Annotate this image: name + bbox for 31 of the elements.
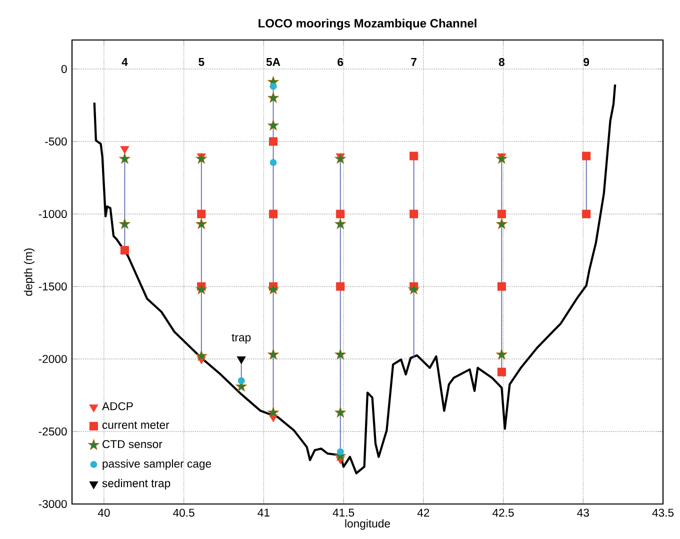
y-tick-label: -500 (45, 137, 67, 146)
y-tick-label: -2000 (38, 354, 67, 364)
y-tick-label: -2500 (38, 427, 67, 436)
annotation: 8 (498, 58, 504, 66)
annotation: 9 (584, 58, 590, 66)
legend-label: ADCP (102, 402, 133, 410)
x-tick-label: 40.5 (173, 508, 194, 517)
x-tick-label: 41 (258, 508, 270, 517)
legend-label: CTD sensor (102, 440, 162, 448)
x-tick-label: 42 (417, 508, 430, 517)
x-tick-label: 42.5 (492, 508, 514, 517)
annotation: 5 (198, 58, 204, 66)
y-tick-label: -3000 (38, 500, 67, 508)
annotation: trap (232, 334, 251, 344)
chart-title: LOCO moorings Mozambique Channel (258, 18, 476, 30)
y-tick-label: -1000 (38, 210, 67, 218)
x-tick-label: 40 (98, 508, 110, 517)
y-axis-title: depth (m) (24, 248, 34, 296)
x-axis-title: longitude (345, 519, 390, 530)
y-tick-label: -1500 (38, 282, 67, 291)
annotation: 6 (338, 58, 344, 66)
legend-label: passive sampler cage (102, 459, 212, 470)
legend-label: sediment trap (102, 478, 170, 490)
annotation: 5A (266, 58, 280, 66)
x-tick-label: 43.5 (652, 508, 674, 517)
annotation: 7 (411, 58, 416, 66)
y-tick-label: 0 (61, 64, 67, 73)
annotation: 4 (122, 58, 128, 66)
legend-label: current meter (102, 421, 170, 429)
x-tick-label: 41.5 (332, 508, 354, 517)
x-tick-label: 43 (577, 508, 589, 517)
